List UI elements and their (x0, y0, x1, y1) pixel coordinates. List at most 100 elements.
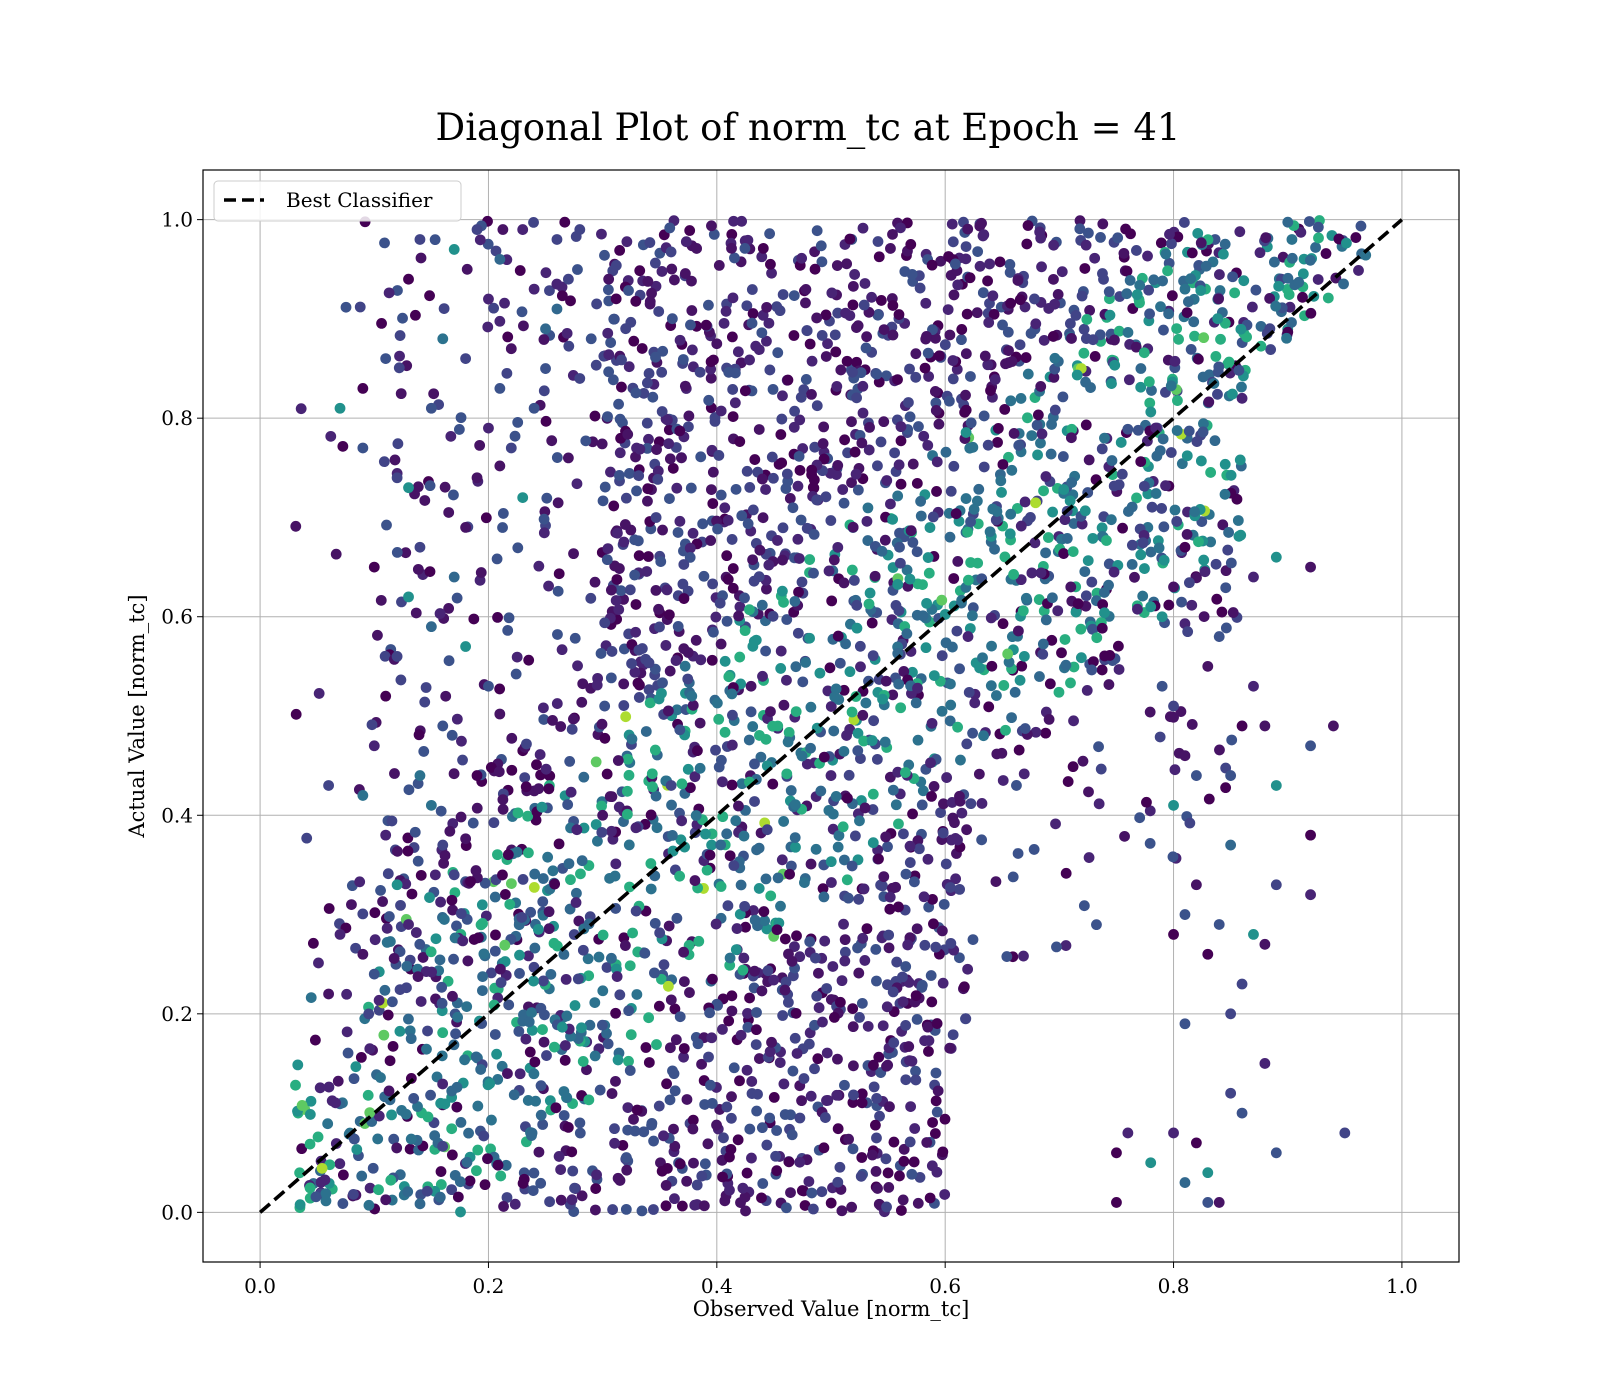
data-point (392, 285, 403, 296)
data-point (728, 215, 739, 227)
data-point (490, 929, 501, 941)
data-point (671, 704, 683, 716)
data-point (781, 768, 793, 780)
data-point (403, 784, 415, 796)
data-point (847, 280, 859, 292)
data-point (824, 662, 836, 674)
data-point (506, 732, 518, 744)
data-point (602, 284, 614, 296)
data-point (337, 1169, 349, 1181)
data-point (931, 1106, 943, 1118)
data-point (1303, 216, 1315, 227)
data-point (1131, 289, 1143, 301)
data-point (643, 657, 655, 669)
data-point (1156, 503, 1168, 514)
data-point (1070, 310, 1082, 321)
y-tick-label: 0.0 (161, 1200, 193, 1224)
data-point (924, 1192, 936, 1204)
data-point (323, 1081, 335, 1093)
data-point (304, 1109, 316, 1120)
data-point (391, 651, 403, 662)
data-point (687, 1114, 699, 1126)
data-point (1312, 274, 1324, 285)
data-point (978, 410, 990, 422)
data-point (767, 610, 779, 622)
data-point (656, 406, 668, 417)
data-point (682, 763, 694, 775)
data-point (492, 1073, 504, 1085)
data-point (760, 645, 772, 657)
data-point (387, 1040, 399, 1052)
data-point (425, 946, 437, 958)
data-point (392, 845, 403, 857)
data-point (391, 879, 403, 891)
data-point (325, 430, 337, 442)
data-point (644, 697, 656, 709)
data-point (614, 413, 626, 425)
data-point (1131, 245, 1142, 256)
data-point (778, 699, 790, 711)
data-point (633, 550, 645, 562)
data-point (761, 335, 772, 347)
data-point (950, 833, 961, 844)
data-point (568, 548, 579, 560)
data-point (1169, 504, 1181, 516)
data-point (747, 504, 759, 516)
data-point (610, 858, 622, 870)
data-point (497, 869, 508, 881)
data-point (693, 935, 705, 947)
data-point (448, 244, 460, 255)
data-point (546, 435, 558, 447)
data-point (1212, 388, 1223, 400)
data-point (787, 1065, 799, 1077)
data-point (1168, 581, 1179, 593)
data-point (617, 1139, 629, 1151)
data-point (724, 952, 736, 964)
data-point (703, 1051, 714, 1063)
data-point (789, 832, 801, 843)
data-point (330, 1097, 341, 1109)
data-point (699, 1158, 711, 1170)
data-point (437, 720, 449, 732)
data-point (529, 942, 541, 954)
data-point (392, 438, 404, 450)
data-point (624, 1065, 636, 1076)
data-point (379, 237, 390, 249)
data-point (875, 436, 887, 448)
data-point (786, 955, 798, 967)
x-tick-label: 0.8 (1158, 1274, 1190, 1298)
data-point (657, 345, 669, 357)
data-point (727, 411, 739, 422)
data-point (1163, 599, 1175, 611)
data-point (1305, 889, 1316, 901)
data-point (1043, 713, 1055, 725)
data-point (1350, 232, 1362, 243)
data-point (1198, 611, 1210, 622)
data-point (926, 717, 938, 729)
data-point (732, 1134, 744, 1146)
data-point (521, 738, 532, 750)
data-point (1340, 237, 1352, 249)
data-point (997, 775, 1009, 786)
data-point (294, 1167, 306, 1179)
data-point (935, 255, 947, 267)
data-point (767, 720, 779, 732)
data-point (987, 290, 999, 302)
data-point (624, 881, 635, 893)
data-point (779, 1109, 791, 1120)
data-point (346, 899, 357, 911)
data-point (292, 1059, 304, 1071)
data-point (1025, 512, 1036, 523)
data-point (857, 709, 869, 721)
data-point (866, 617, 878, 629)
data-point (835, 364, 847, 376)
data-point (1312, 221, 1324, 233)
data-point (388, 1133, 400, 1145)
data-point (727, 563, 739, 574)
data-point (1099, 432, 1110, 444)
data-point (1034, 671, 1045, 682)
data-point (758, 906, 770, 917)
data-point (402, 1186, 414, 1198)
data-point (794, 1112, 806, 1124)
data-point (516, 912, 528, 923)
